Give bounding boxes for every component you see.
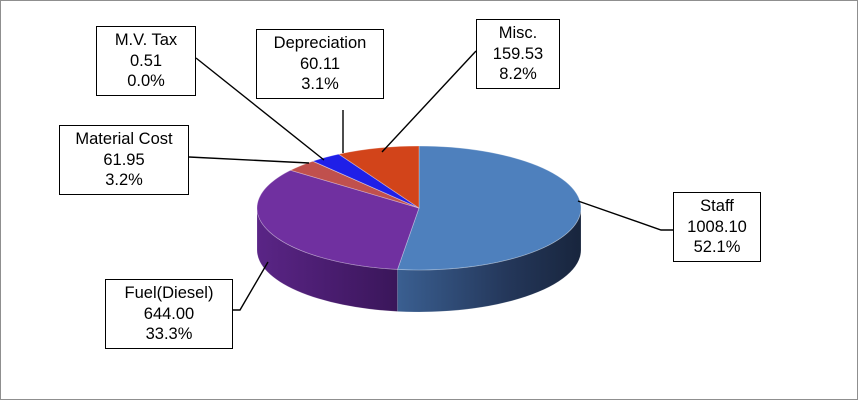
pie-tops (256, 145, 582, 271)
slice-value: 1008.10 (687, 217, 747, 236)
leader-lines (188, 50, 673, 311)
data-label-staff: Staff 1008.10 52.1% (673, 192, 761, 262)
slice-percent: 3.2% (105, 171, 143, 189)
slice-value: 0.51 (129, 51, 163, 70)
data-label-depreciation: Depreciation 60.11 3.1% (256, 29, 384, 99)
data-label-material-cost: Material Cost 61.95 3.2% (59, 125, 189, 195)
pie-slice-fuel-diesel (256, 169, 420, 270)
leader-line-mv-tax (195, 57, 325, 161)
slice-percent: 33.3% (145, 325, 193, 343)
slice-value: 60.11 (299, 54, 341, 73)
slice-name: M.V. Tax (114, 31, 178, 49)
slice-percent: 3.1% (301, 75, 339, 93)
slice-name: Staff (700, 197, 734, 215)
slice-value: 644.00 (143, 304, 195, 323)
slice-percent: 8.2% (499, 65, 537, 83)
slice-name: Material Cost (75, 130, 173, 148)
slice-percent: 52.1% (693, 238, 741, 256)
slice-name: Fuel(Diesel) (124, 284, 214, 302)
slice-name: Misc. (498, 24, 538, 42)
leader-line-misc (381, 50, 477, 153)
slice-value: 61.95 (103, 150, 145, 169)
slice-name: Depreciation (273, 34, 367, 52)
pie-slice-staff (396, 145, 582, 271)
data-label-mv-tax: M.V. Tax 0.51 0.0% (96, 26, 196, 96)
data-label-fuel-diesel: Fuel(Diesel) 644.00 33.3% (105, 279, 233, 349)
pie-slice-depreciation (311, 153, 420, 209)
pie-slice-misc (337, 145, 420, 209)
data-label-misc: Misc. 159.53 8.2% (476, 19, 560, 89)
leader-line-staff (577, 200, 673, 231)
slice-percent: 0.0% (127, 72, 165, 90)
leader-line-material-cost (188, 156, 310, 164)
pie-slice-m-v-tax (311, 160, 420, 209)
leader-line-fuel-diesel (233, 261, 269, 311)
slice-value: 159.53 (492, 44, 544, 63)
pie-slice-material-cost (289, 160, 420, 209)
